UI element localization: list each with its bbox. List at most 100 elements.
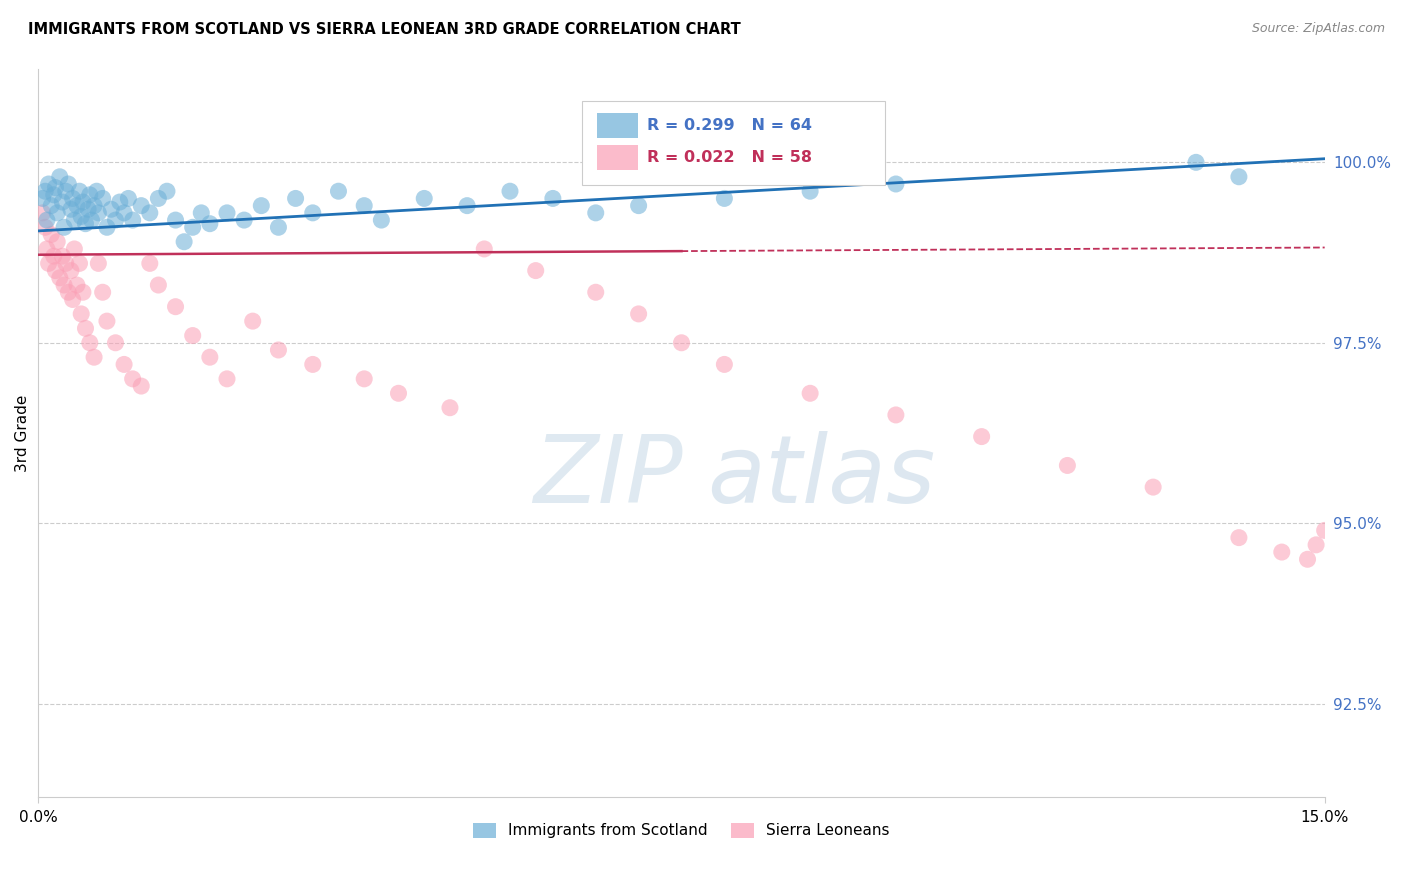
Point: [353, 199, 375, 213]
Point: [121, 372, 143, 386]
Point: [884, 408, 907, 422]
Point: [671, 335, 693, 350]
Point: [267, 343, 290, 357]
Point: [63, 242, 86, 256]
Point: [233, 213, 256, 227]
Point: [72, 285, 94, 300]
Point: [51, 249, 73, 263]
Point: [1305, 538, 1327, 552]
Point: [585, 285, 607, 300]
Point: [181, 328, 204, 343]
Point: [70, 210, 93, 224]
Point: [215, 372, 238, 386]
Point: [72, 194, 94, 209]
Point: [86, 184, 108, 198]
Point: [46, 235, 69, 249]
Point: [524, 263, 547, 277]
Point: [284, 191, 307, 205]
Point: [198, 217, 221, 231]
Point: [69, 256, 91, 270]
Point: [46, 206, 69, 220]
Point: [66, 199, 89, 213]
Legend: Immigrants from Scotland, Sierra Leoneans: Immigrants from Scotland, Sierra Leonean…: [467, 817, 896, 845]
Point: [456, 199, 478, 213]
Point: [148, 191, 170, 205]
Point: [44, 180, 66, 194]
Point: [35, 213, 58, 227]
Point: [1142, 480, 1164, 494]
Point: [173, 235, 195, 249]
Point: [1313, 524, 1336, 538]
Point: [79, 187, 101, 202]
Point: [83, 199, 105, 213]
Point: [80, 213, 103, 227]
Point: [301, 358, 323, 372]
Point: [63, 213, 86, 227]
Text: atlas: atlas: [707, 431, 935, 522]
Point: [108, 194, 131, 209]
Text: ZIP: ZIP: [533, 431, 683, 522]
Point: [35, 242, 58, 256]
Point: [387, 386, 409, 401]
Point: [165, 213, 187, 227]
Point: [70, 307, 93, 321]
Point: [58, 177, 80, 191]
Point: [215, 206, 238, 220]
Text: IMMIGRANTS FROM SCOTLAND VS SIERRA LEONEAN 3RD GRADE CORRELATION CHART: IMMIGRANTS FROM SCOTLAND VS SIERRA LEONE…: [28, 22, 741, 37]
Point: [242, 314, 264, 328]
Point: [112, 358, 135, 372]
Point: [75, 321, 97, 335]
Point: [55, 256, 77, 270]
Point: [250, 199, 273, 213]
Point: [58, 285, 80, 300]
Point: [1271, 545, 1294, 559]
Point: [83, 350, 105, 364]
Point: [79, 335, 101, 350]
Point: [499, 184, 522, 198]
Point: [129, 379, 152, 393]
Point: [39, 199, 62, 213]
Point: [75, 217, 97, 231]
Point: [413, 191, 436, 205]
Point: [165, 300, 187, 314]
Point: [53, 278, 76, 293]
Point: [31, 206, 53, 220]
Point: [129, 199, 152, 213]
Point: [100, 202, 122, 217]
Point: [62, 293, 84, 307]
Point: [139, 206, 162, 220]
Point: [1296, 552, 1319, 566]
Point: [69, 184, 91, 198]
Y-axis label: 3rd Grade: 3rd Grade: [15, 394, 30, 472]
Point: [87, 206, 110, 220]
Point: [77, 202, 100, 217]
Point: [267, 220, 290, 235]
Point: [190, 206, 212, 220]
Point: [799, 184, 821, 198]
Point: [1185, 155, 1208, 169]
Point: [301, 206, 323, 220]
Point: [38, 256, 60, 270]
Point: [96, 314, 118, 328]
Point: [51, 194, 73, 209]
Point: [328, 184, 350, 198]
Point: [627, 199, 650, 213]
Point: [1227, 531, 1250, 545]
Point: [541, 191, 564, 205]
Point: [884, 177, 907, 191]
Text: R = 0.299   N = 64: R = 0.299 N = 64: [647, 118, 811, 133]
Point: [156, 184, 179, 198]
Point: [66, 278, 89, 293]
Point: [117, 191, 139, 205]
Point: [370, 213, 392, 227]
Point: [44, 263, 66, 277]
Point: [91, 285, 114, 300]
Point: [87, 256, 110, 270]
Point: [139, 256, 162, 270]
Point: [59, 263, 82, 277]
FancyBboxPatch shape: [596, 113, 638, 137]
Point: [112, 206, 135, 220]
Point: [104, 213, 127, 227]
Point: [198, 350, 221, 364]
Point: [148, 278, 170, 293]
